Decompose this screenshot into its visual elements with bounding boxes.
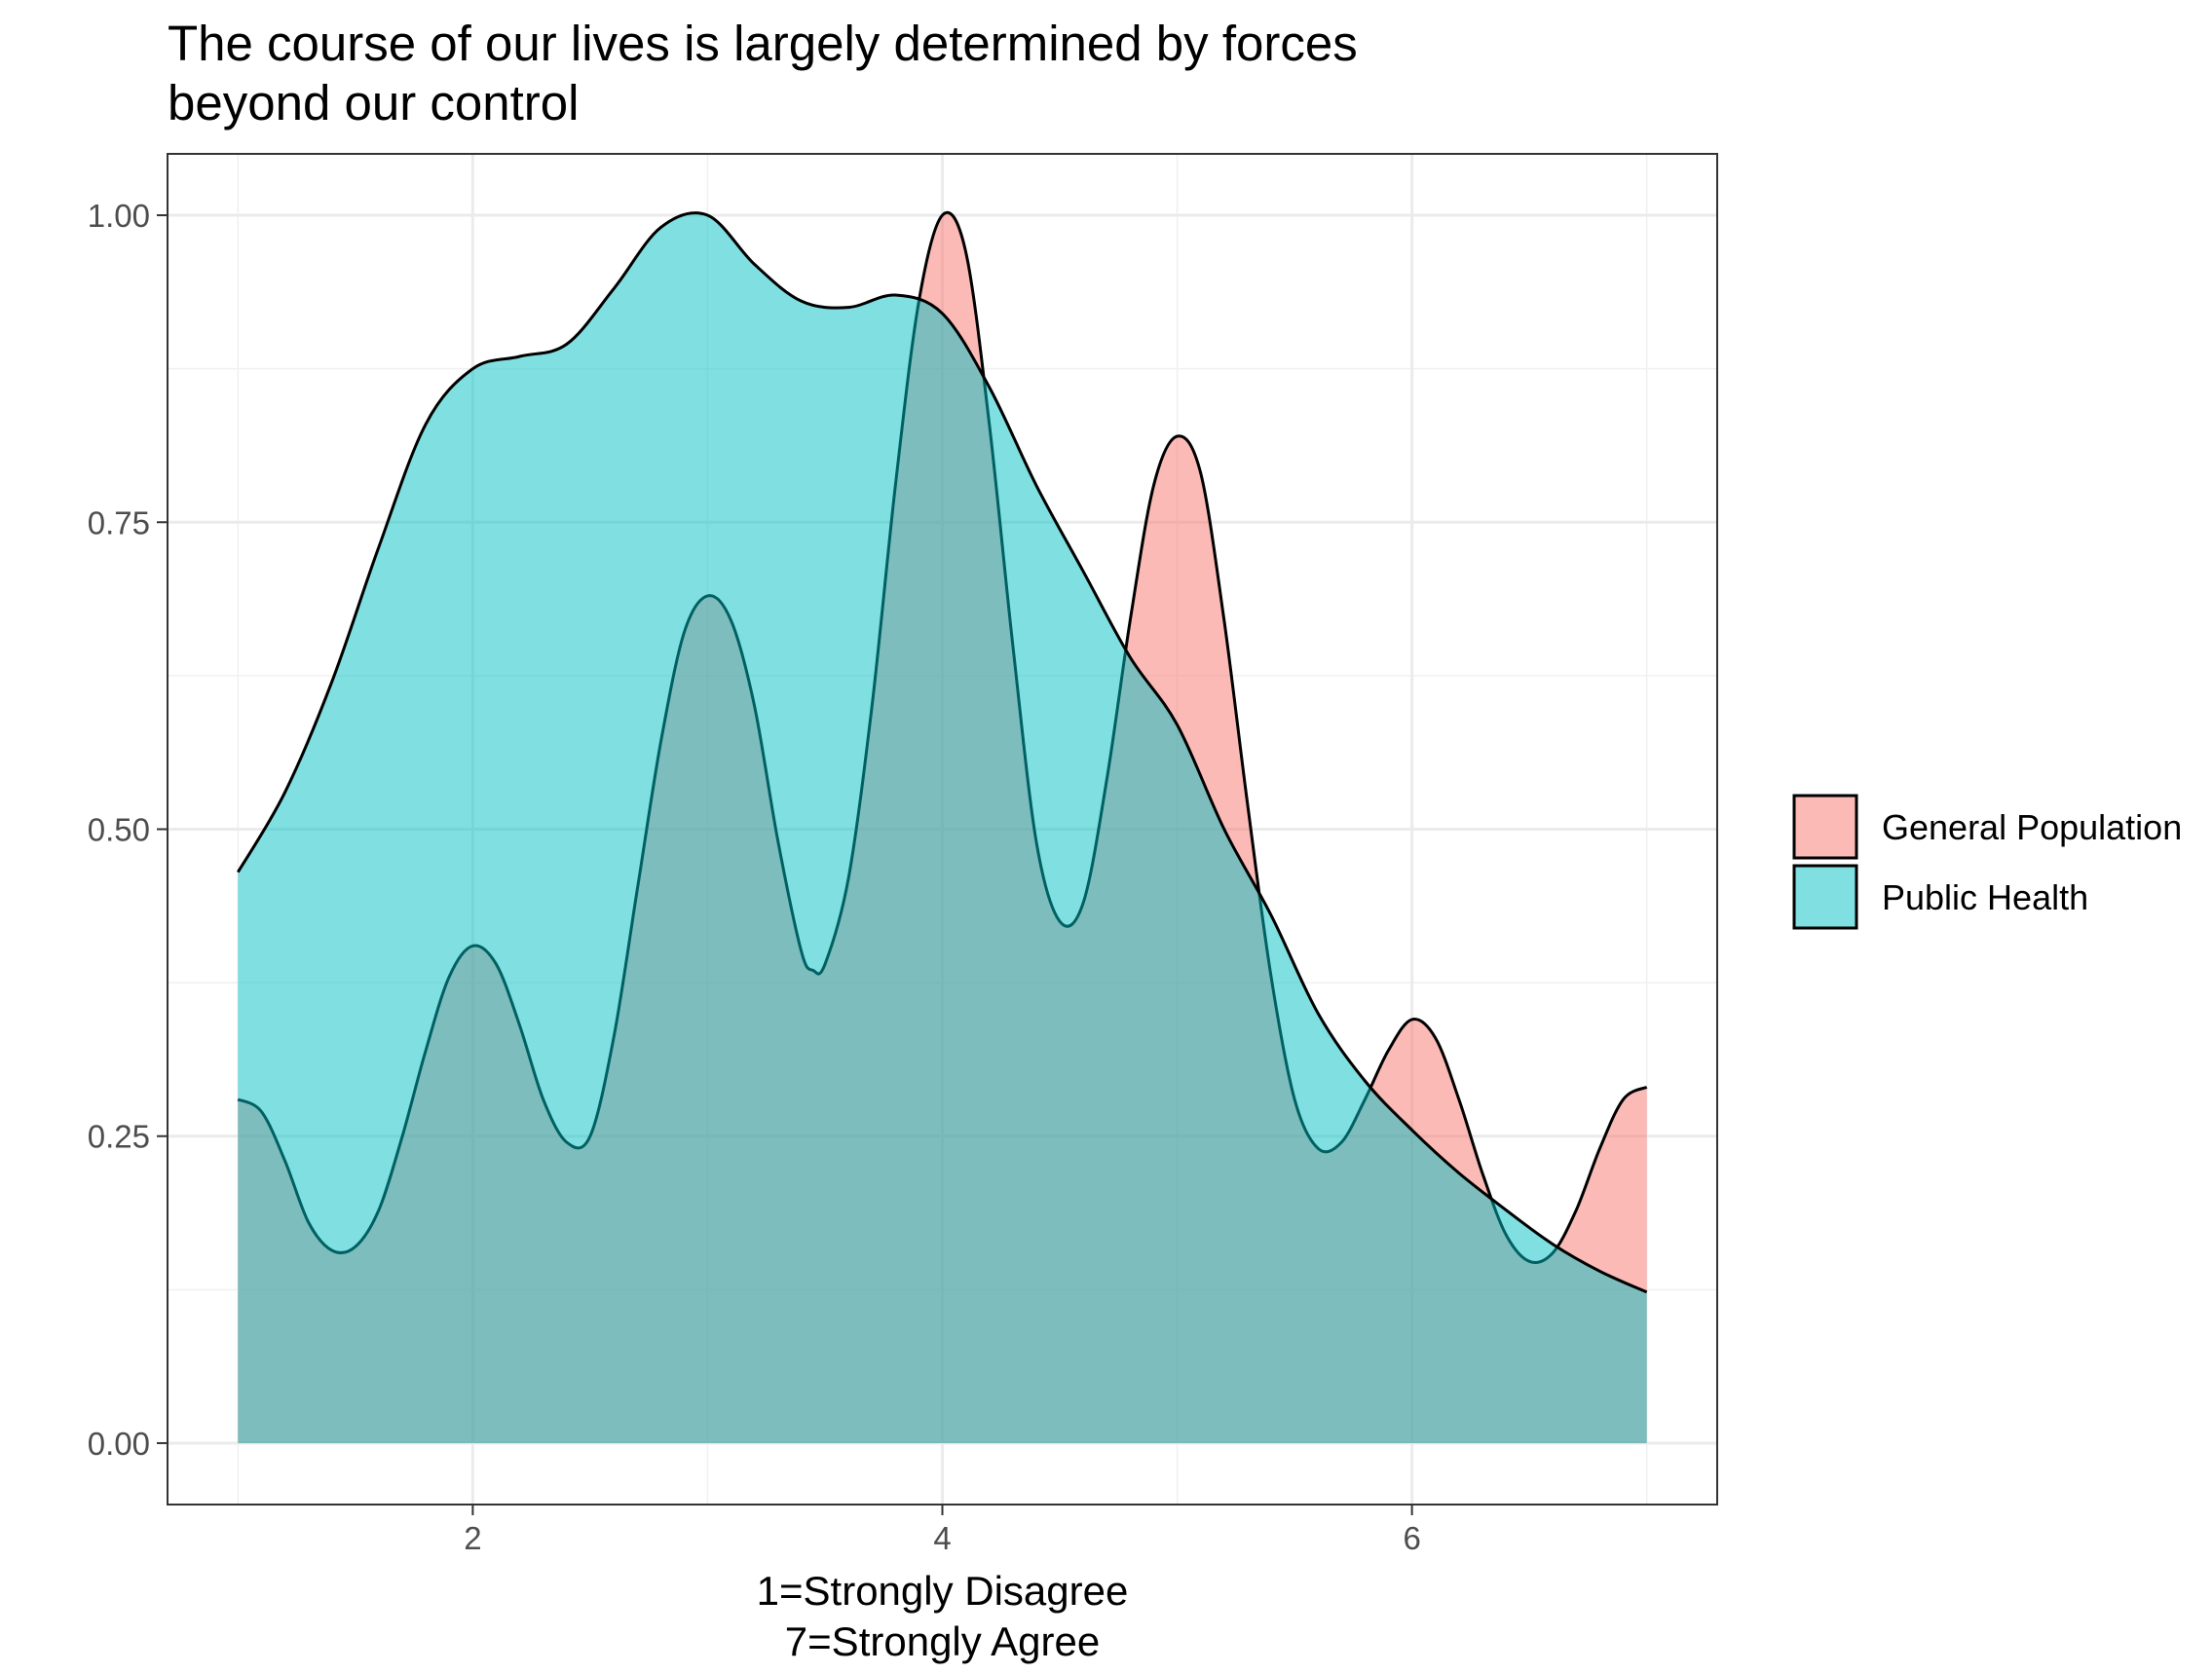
chart-title: The course of our lives is largely deter…: [168, 16, 1358, 130]
legend-swatch-general-population: [1792, 794, 1858, 860]
y-tick-label: 1.00: [88, 198, 150, 234]
y-axis: 0.00 0.25 0.50 0.75 1.00: [88, 198, 168, 1462]
x-axis: 2 4 6: [464, 1505, 1421, 1556]
legend: General Population Public Health: [1792, 794, 2182, 930]
density-areas: [237, 210, 1648, 1443]
y-tick-label: 0.50: [88, 812, 150, 848]
legend-swatch-public-health: [1792, 864, 1858, 930]
legend-label-general-population: General Population: [1882, 807, 2182, 847]
x-tick-label: 4: [933, 1520, 951, 1556]
x-axis-title: 1=Strongly Disagree 7=Strongly Agree: [757, 1568, 1129, 1664]
y-tick-label: 0.00: [88, 1426, 150, 1462]
area-public-health: [238, 212, 1647, 1443]
x-tick-label: 6: [1403, 1520, 1420, 1556]
y-tick-label: 0.25: [88, 1119, 150, 1155]
y-tick-label: 0.75: [88, 504, 150, 540]
x-axis-title-line: 7=Strongly Agree: [785, 1618, 1100, 1664]
x-axis-title-line: 1=Strongly Disagree: [757, 1568, 1129, 1614]
x-tick-label: 2: [464, 1520, 481, 1556]
outline-public-health: [237, 211, 1648, 1294]
legend-label-public-health: Public Health: [1882, 877, 2088, 917]
